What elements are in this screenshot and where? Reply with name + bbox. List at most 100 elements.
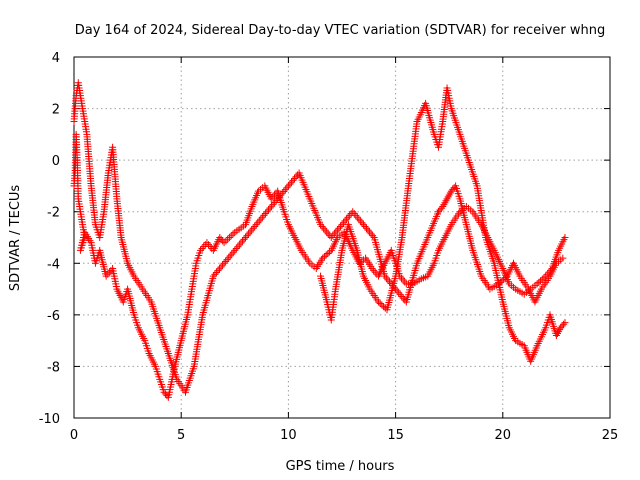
data-point-plus — [401, 278, 409, 286]
data-point-plus — [238, 237, 246, 245]
data-point-plus — [226, 252, 234, 260]
data-point-plus — [321, 226, 329, 234]
data-point-plus — [558, 322, 566, 330]
data-point-plus — [396, 291, 404, 299]
data-point-plus — [203, 239, 211, 247]
data-points — [70, 79, 569, 401]
data-point-plus — [399, 276, 407, 284]
data-point-plus — [212, 268, 220, 276]
y-tick-label: -10 — [39, 412, 60, 427]
y-tick-label: -6 — [47, 309, 60, 324]
data-point-plus — [361, 222, 369, 230]
data-point-plus — [560, 320, 568, 328]
x-tick-label: 10 — [280, 428, 297, 443]
data-point-plus — [561, 234, 569, 241]
data-point-plus — [350, 210, 358, 218]
data-point-plus — [266, 204, 274, 212]
data-point-plus — [398, 292, 406, 300]
data-point-plus — [340, 219, 348, 227]
data-point-plus — [229, 230, 237, 238]
data-point-plus — [260, 211, 268, 219]
data-point-plus — [349, 208, 357, 216]
data-point-plus — [358, 219, 366, 227]
data-point-plus — [537, 277, 545, 285]
series-SDTVAR-b — [70, 79, 567, 396]
data-point-plus — [245, 230, 253, 238]
data-point-plus — [447, 187, 455, 195]
data-point-plus — [434, 208, 442, 216]
data-point-plus — [437, 204, 445, 212]
data-point-plus — [344, 213, 352, 221]
data-point-plus — [359, 221, 367, 229]
data-point-plus — [240, 235, 248, 243]
data-point-plus — [161, 390, 169, 398]
data-point-plus — [324, 249, 332, 257]
data-point-plus — [232, 245, 240, 253]
data-point-plus — [399, 294, 407, 302]
data-point-plus — [269, 200, 277, 208]
data-point-plus — [255, 217, 263, 225]
data-point-plus — [385, 278, 393, 286]
data-point-plus — [227, 232, 235, 240]
data-point-plus — [220, 259, 228, 267]
data-point-plus — [367, 230, 375, 238]
y-tick-label: -4 — [47, 257, 60, 272]
data-point-plus — [374, 298, 382, 306]
data-point-plus — [216, 234, 224, 241]
data-point-plus — [251, 222, 259, 230]
series-SDTVAR-c — [317, 84, 569, 365]
data-point-plus — [535, 278, 543, 286]
x-tick-label: 15 — [387, 428, 404, 443]
data-point-plus — [284, 182, 292, 190]
data-point-plus — [395, 289, 403, 297]
data-point-plus — [264, 206, 272, 214]
data-point-plus — [384, 276, 392, 284]
x-tick-label: 25 — [602, 428, 619, 443]
data-point-plus — [225, 234, 233, 241]
y-axis-ticks: -10 -8 -6 -4 -2 0 2 4 — [39, 51, 610, 427]
data-point-plus — [292, 173, 300, 181]
data-point-plus — [280, 187, 288, 195]
data-point-plus — [248, 226, 256, 234]
data-point-plus — [353, 213, 361, 221]
data-point-plus — [335, 224, 343, 232]
x-axis-ticks: 0 5 10 15 20 25 — [70, 57, 618, 443]
data-point-plus — [378, 301, 386, 309]
x-tick-label: 5 — [177, 428, 185, 443]
data-point-plus — [222, 257, 230, 265]
y-tick-label: -2 — [47, 206, 60, 221]
data-point-plus — [332, 228, 340, 236]
y-tick-label: -8 — [47, 360, 60, 375]
data-point-plus — [257, 215, 265, 223]
data-point-plus — [231, 246, 239, 254]
data-point-plus — [254, 219, 262, 227]
data-point-plus — [366, 228, 374, 236]
data-point-plus — [228, 250, 236, 258]
data-point-plus — [320, 224, 328, 232]
x-tick-label: 0 — [70, 428, 78, 443]
data-point-plus — [291, 175, 299, 183]
data-point-plus — [220, 239, 228, 247]
chart-title: Day 164 of 2024, Sidereal Day-to-day VTE… — [75, 23, 606, 38]
data-point-plus — [237, 239, 245, 247]
data-point-plus — [217, 235, 225, 243]
data-point-plus — [557, 324, 565, 332]
data-point-plus — [283, 184, 291, 192]
y-tick-label: 4 — [52, 51, 60, 66]
data-point-plus — [219, 261, 227, 269]
y-tick-label: 0 — [52, 154, 60, 169]
data-point-plus — [281, 186, 289, 194]
data-point-plus — [364, 226, 372, 234]
data-point-plus — [243, 232, 251, 240]
data-point-plus — [322, 251, 330, 259]
data-point-plus — [268, 202, 276, 210]
data-point-plus — [561, 319, 569, 327]
data-point-plus — [501, 274, 509, 282]
data-point-plus — [222, 237, 230, 245]
data-point-plus — [363, 224, 371, 232]
data-point-plus — [286, 180, 294, 188]
y-tick-label: 2 — [52, 103, 60, 118]
data-point-plus — [346, 211, 354, 219]
data-point-plus — [341, 217, 349, 225]
data-point-plus — [223, 256, 231, 264]
